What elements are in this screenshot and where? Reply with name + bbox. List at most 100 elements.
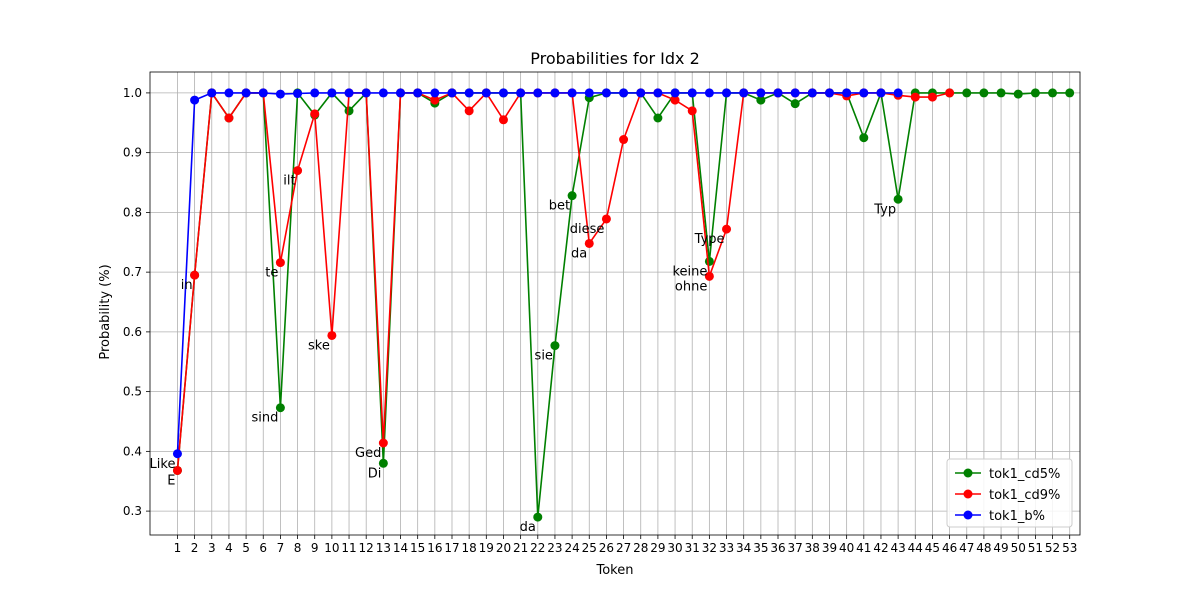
series-1-point bbox=[670, 95, 680, 105]
series-2-point bbox=[498, 88, 508, 98]
x-tick-label: 5 bbox=[242, 541, 250, 555]
legend-entry: tok1_cd5% bbox=[989, 467, 1060, 482]
series-2-point bbox=[275, 89, 285, 99]
series-1-point bbox=[190, 270, 200, 280]
series-2-point bbox=[464, 88, 474, 98]
series-0-point bbox=[550, 341, 560, 351]
x-tick-label: 49 bbox=[993, 541, 1008, 555]
series-2-point bbox=[756, 88, 766, 98]
y-tick-label: 0.5 bbox=[123, 385, 142, 399]
x-tick-label: 52 bbox=[1045, 541, 1060, 555]
legend-swatch-marker bbox=[963, 510, 973, 520]
x-tick-label: 1 bbox=[174, 541, 182, 555]
series-2-point bbox=[430, 88, 440, 98]
x-tick-label: 9 bbox=[311, 541, 319, 555]
annotation-label: ilt bbox=[283, 174, 295, 189]
series-2-point bbox=[584, 88, 594, 98]
series-1-point bbox=[224, 113, 234, 123]
y-tick-label: 0.9 bbox=[123, 146, 142, 160]
series-0-point bbox=[859, 133, 869, 143]
series-2-point bbox=[773, 88, 783, 98]
x-axis-label: Token bbox=[596, 563, 634, 578]
series-0-point bbox=[1013, 89, 1023, 99]
series-2-point bbox=[310, 88, 320, 98]
series-2-point bbox=[378, 88, 388, 98]
series-0-point bbox=[790, 99, 800, 109]
x-tick-label: 46 bbox=[942, 541, 957, 555]
series-2-point bbox=[670, 88, 680, 98]
series-0-point bbox=[979, 88, 989, 98]
series-1-point bbox=[275, 258, 285, 268]
series-1-point bbox=[704, 271, 714, 281]
series-1-point bbox=[327, 330, 337, 340]
x-tick-label: 43 bbox=[890, 541, 905, 555]
series-2-point bbox=[842, 88, 852, 98]
series-2-point bbox=[481, 88, 491, 98]
series-2-point bbox=[636, 88, 646, 98]
x-tick-label: 42 bbox=[873, 541, 888, 555]
x-tick-label: 40 bbox=[839, 541, 854, 555]
series-0-point bbox=[344, 106, 354, 116]
series-2-point bbox=[361, 88, 371, 98]
annotation-label: Like bbox=[150, 457, 176, 472]
series-1-point bbox=[687, 106, 697, 116]
y-tick-label: 0.7 bbox=[123, 265, 142, 279]
x-tick-label: 25 bbox=[582, 541, 597, 555]
series-1-point bbox=[601, 214, 611, 224]
annotation-label: da bbox=[520, 520, 536, 535]
series-1-point bbox=[945, 88, 955, 98]
x-tick-label: 47 bbox=[959, 541, 974, 555]
legend-swatch-marker bbox=[963, 468, 973, 478]
y-tick-label: 0.8 bbox=[123, 205, 142, 219]
series-1-point bbox=[910, 92, 920, 102]
annotation-label: da bbox=[571, 246, 587, 261]
x-tick-label: 20 bbox=[496, 541, 511, 555]
x-tick-label: 34 bbox=[736, 541, 751, 555]
x-tick-label: 6 bbox=[259, 541, 267, 555]
legend-swatch-marker bbox=[963, 489, 973, 499]
series-2-point bbox=[207, 88, 217, 98]
x-tick-label: 53 bbox=[1062, 541, 1077, 555]
series-0-point bbox=[893, 194, 903, 204]
legend: tok1_cd5% tok1_cd9% tok1_b% bbox=[946, 458, 1073, 528]
annotation-label: ohne bbox=[675, 279, 707, 294]
series-2-point bbox=[722, 88, 732, 98]
x-tick-label: 48 bbox=[976, 541, 991, 555]
series-1-point bbox=[464, 106, 474, 116]
x-tick-label: 21 bbox=[513, 541, 528, 555]
series-0-point bbox=[275, 403, 285, 413]
series-1-point bbox=[584, 238, 594, 248]
x-tick-label: 35 bbox=[753, 541, 768, 555]
y-tick-label: 0.4 bbox=[123, 444, 142, 458]
series-2-point bbox=[859, 88, 869, 98]
plot-background bbox=[150, 72, 1080, 535]
annotation-label: sie bbox=[535, 349, 553, 364]
series-0-point bbox=[996, 88, 1006, 98]
series-2-point bbox=[396, 88, 406, 98]
y-tick-label: 0.3 bbox=[123, 504, 142, 518]
series-2-point bbox=[807, 88, 817, 98]
series-0-point bbox=[756, 95, 766, 105]
x-tick-label: 26 bbox=[599, 541, 614, 555]
x-tick-label: 24 bbox=[564, 541, 579, 555]
annotation-label: Ged bbox=[355, 446, 381, 461]
x-tick-label: 8 bbox=[294, 541, 302, 555]
x-tick-label: 13 bbox=[376, 541, 391, 555]
x-tick-label: 19 bbox=[479, 541, 494, 555]
x-tick-label: 4 bbox=[225, 541, 233, 555]
series-1-point bbox=[619, 135, 629, 145]
annotation-label: bet bbox=[549, 199, 570, 214]
series-2-point bbox=[893, 88, 903, 98]
series-2-point bbox=[653, 88, 663, 98]
series-2-point bbox=[447, 88, 457, 98]
x-tick-label: 51 bbox=[1028, 541, 1043, 555]
annotation-label: Type bbox=[694, 232, 725, 247]
series-2-point bbox=[619, 88, 629, 98]
x-tick-label: 44 bbox=[908, 541, 923, 555]
series-layer bbox=[172, 88, 1075, 522]
series-2-point bbox=[704, 88, 714, 98]
legend-box bbox=[946, 458, 1073, 528]
annotation-label: keine bbox=[672, 264, 707, 279]
